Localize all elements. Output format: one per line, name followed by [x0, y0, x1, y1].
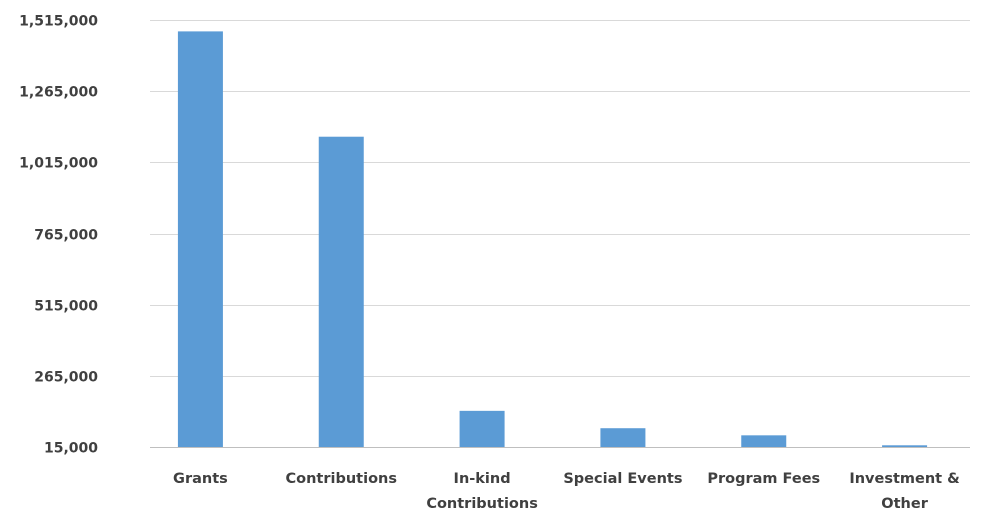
- x-category-label: Other: [881, 496, 928, 512]
- x-category-label: Contributions: [286, 471, 398, 487]
- y-tick-label: 1,265,000: [19, 85, 98, 101]
- x-category-label: Investment &: [849, 471, 960, 487]
- x-category-label: Grants: [173, 471, 228, 487]
- x-category-label: Program Fees: [707, 471, 820, 487]
- x-axis-category-labels: Grants Contributions In-kind Contributions S…: [173, 471, 960, 512]
- bar: [459, 410, 505, 447]
- bar: [600, 428, 646, 447]
- y-tick-label: 515,000: [34, 299, 98, 315]
- gridlines: [150, 20, 970, 448]
- bar: [318, 136, 364, 448]
- y-tick-label: 1,015,000: [19, 156, 98, 172]
- y-axis-tick-labels: 15,000 265,000 515,000 765,000 1,015,000 1,26…: [19, 14, 98, 457]
- bar: [177, 31, 223, 448]
- x-category-label: In-kind: [454, 471, 511, 487]
- x-category-label: Contributions: [426, 496, 538, 512]
- bars: [177, 31, 928, 448]
- x-category-label: Special Events: [563, 471, 682, 487]
- y-tick-label: 765,000: [34, 228, 98, 244]
- bar: [882, 445, 928, 447]
- bar: [741, 435, 787, 447]
- y-tick-label: 265,000: [34, 370, 98, 386]
- y-tick-label: 1,515,000: [19, 14, 98, 30]
- y-tick-label: 15,000: [44, 441, 98, 457]
